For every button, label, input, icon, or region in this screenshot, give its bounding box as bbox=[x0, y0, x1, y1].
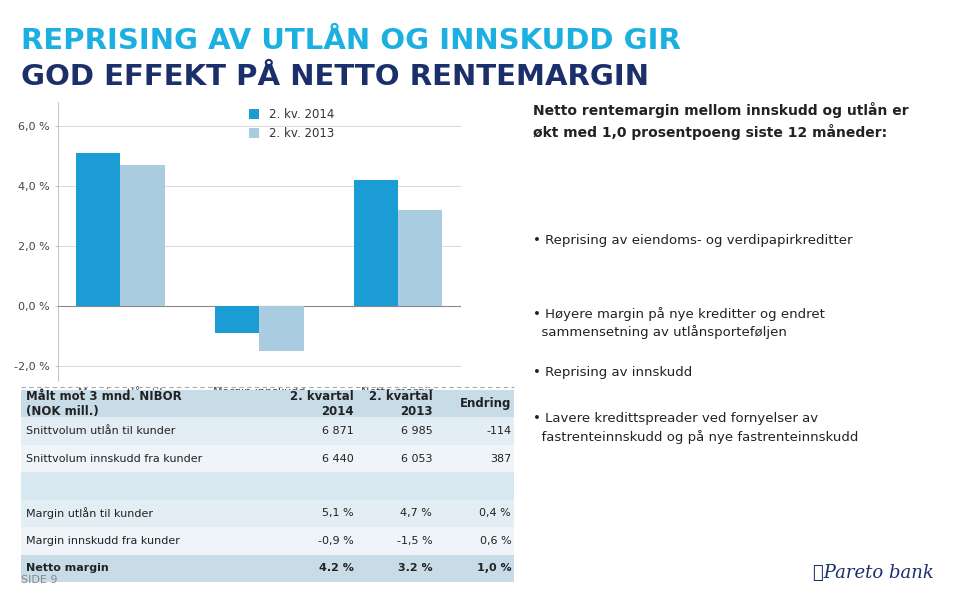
Text: 6 871: 6 871 bbox=[322, 426, 353, 436]
Text: 387: 387 bbox=[490, 454, 511, 464]
Text: Snittvolum innskudd fra kunder: Snittvolum innskudd fra kunder bbox=[26, 454, 203, 464]
Bar bbox=[21, 500, 514, 527]
Text: 6 053: 6 053 bbox=[401, 454, 432, 464]
Bar bbox=[21, 554, 514, 582]
Text: 4.2 %: 4.2 % bbox=[319, 563, 353, 573]
Text: Målt mot 3 mnd. NIBOR
(NOK mill.): Målt mot 3 mnd. NIBOR (NOK mill.) bbox=[26, 390, 181, 418]
Text: ℓPareto bank: ℓPareto bank bbox=[813, 564, 933, 582]
Text: • Reprising av innskudd: • Reprising av innskudd bbox=[533, 366, 692, 379]
Text: 2. kvartal
2013: 2. kvartal 2013 bbox=[369, 390, 432, 418]
Text: Margin innskudd fra kunder: Margin innskudd fra kunder bbox=[26, 536, 180, 546]
Text: Netto rentemargin mellom innskudd og utlån er
økt med 1,0 prosentpoeng siste 12 : Netto rentemargin mellom innskudd og utl… bbox=[533, 102, 908, 140]
Bar bbox=[21, 390, 514, 418]
Legend: 2. kv. 2014, 2. kv. 2013: 2. kv. 2014, 2. kv. 2013 bbox=[244, 103, 339, 145]
Text: 3.2 %: 3.2 % bbox=[397, 563, 432, 573]
Text: SIDE 9: SIDE 9 bbox=[21, 575, 58, 585]
Text: -0,9 %: -0,9 % bbox=[318, 536, 353, 546]
Text: • Reprising av eiendoms- og verdipapirkreditter: • Reprising av eiendoms- og verdipapirkr… bbox=[533, 234, 852, 247]
Text: 2. kvartal
2014: 2. kvartal 2014 bbox=[290, 390, 353, 418]
Text: 0,4 %: 0,4 % bbox=[479, 508, 511, 518]
Bar bbox=[21, 445, 514, 472]
Text: 5,1 %: 5,1 % bbox=[322, 508, 353, 518]
Text: GOD EFFEKT PÅ NETTO RENTEMARGIN: GOD EFFEKT PÅ NETTO RENTEMARGIN bbox=[21, 63, 649, 91]
Text: 6 440: 6 440 bbox=[322, 454, 353, 464]
Bar bbox=[259, 306, 303, 351]
Text: -114: -114 bbox=[486, 426, 511, 436]
Text: Netto margin: Netto margin bbox=[26, 563, 108, 573]
Bar bbox=[21, 527, 514, 554]
Bar bbox=[398, 210, 443, 306]
Text: 0,6 %: 0,6 % bbox=[479, 536, 511, 546]
Text: 4,7 %: 4,7 % bbox=[400, 508, 432, 518]
Text: • Høyere margin på nye kreditter og endret
  sammensetning av utlånsporteføljen: • Høyere margin på nye kreditter og endr… bbox=[533, 307, 825, 339]
Bar bbox=[21, 418, 514, 445]
Text: • Lavere kredittspreader ved fornyelser av
  fastrenteinnskudd og på nye fastren: • Lavere kredittspreader ved fornyelser … bbox=[533, 412, 858, 443]
Text: Snittvolum utlån til kunder: Snittvolum utlån til kunder bbox=[26, 426, 176, 436]
Bar bbox=[21, 472, 514, 500]
Text: 6 985: 6 985 bbox=[400, 426, 432, 436]
Text: 1,0 %: 1,0 % bbox=[476, 563, 511, 573]
Bar bbox=[353, 180, 398, 306]
Text: Endring: Endring bbox=[460, 397, 511, 410]
Text: -1,5 %: -1,5 % bbox=[396, 536, 432, 546]
Text: REPRISING AV UTLÅN OG INNSKUDD GIR: REPRISING AV UTLÅN OG INNSKUDD GIR bbox=[21, 27, 681, 55]
Bar bbox=[120, 165, 165, 306]
Text: Margin utlån til kunder: Margin utlån til kunder bbox=[26, 508, 153, 520]
Bar bbox=[215, 306, 259, 333]
Bar bbox=[76, 153, 120, 306]
